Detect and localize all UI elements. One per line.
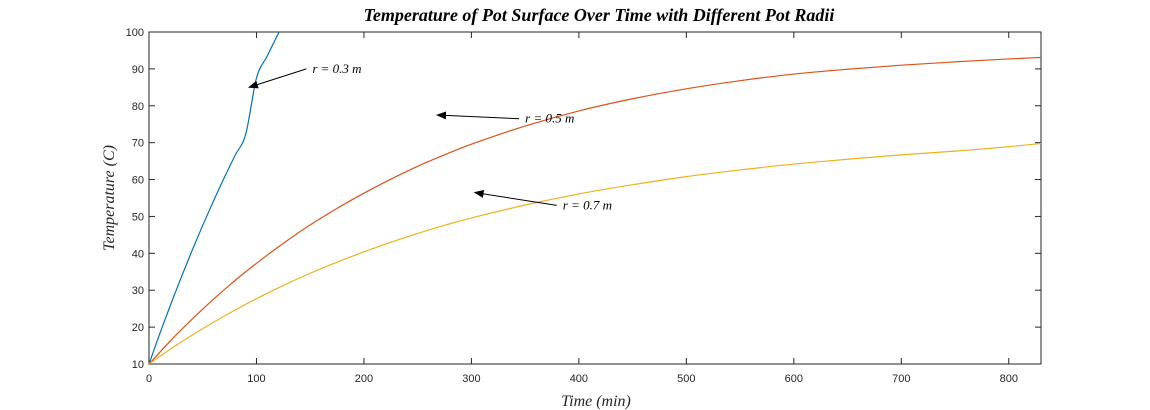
y-tick-label: 80 — [132, 101, 144, 113]
x-axis: 0 100 200 300 400 500 600 700 800 — [146, 32, 1018, 385]
y-tick-label: 90 — [132, 64, 144, 76]
x-tick-label: 200 — [355, 373, 373, 385]
x-tick-label: 0 — [146, 373, 152, 385]
y-axis-label: Temperature (C) — [101, 145, 118, 251]
y-tick-label: 10 — [132, 359, 144, 371]
series-layer — [149, 32, 1041, 364]
y-tick-label: 60 — [132, 175, 144, 187]
annotation-arrow-3 — [473, 189, 557, 206]
y-tick-label: 30 — [132, 285, 144, 297]
x-tick-label: 800 — [1000, 373, 1018, 385]
y-tick-label: 70 — [132, 138, 144, 150]
y-tick-label: 50 — [132, 211, 144, 223]
plot-area — [148, 31, 1042, 365]
x-axis-label: Time (min) — [561, 393, 631, 410]
x-tick-label: 600 — [785, 373, 803, 385]
x-tick-label: 400 — [570, 373, 588, 385]
annotation-arrow-1 — [247, 68, 307, 89]
y-tick-label: 20 — [132, 322, 144, 334]
annotation-arrow-2 — [436, 111, 520, 120]
series-line-3 — [149, 142, 1041, 364]
annotation-label-3: r = 0.7 m — [563, 197, 612, 212]
y-tick-label: 40 — [132, 248, 144, 260]
series-line-1 — [149, 32, 280, 364]
y-tick-label: 100 — [126, 27, 144, 39]
y-axis: 10 20 30 40 50 60 70 80 90 100 — [126, 27, 1041, 371]
x-tick-label: 300 — [462, 373, 480, 385]
series-line-2 — [149, 56, 1041, 364]
annotation-layer: r = 0.3 m r = 0.5 m r = 0.7 m — [247, 61, 612, 212]
x-tick-label: 100 — [247, 373, 265, 385]
x-tick-label: 500 — [677, 373, 695, 385]
chart-title: Temperature of Pot Surface Over Time wit… — [364, 5, 835, 25]
annotation-label-1: r = 0.3 m — [312, 61, 361, 76]
x-tick-label: 700 — [892, 373, 910, 385]
annotation-label-2: r = 0.5 m — [525, 111, 574, 126]
